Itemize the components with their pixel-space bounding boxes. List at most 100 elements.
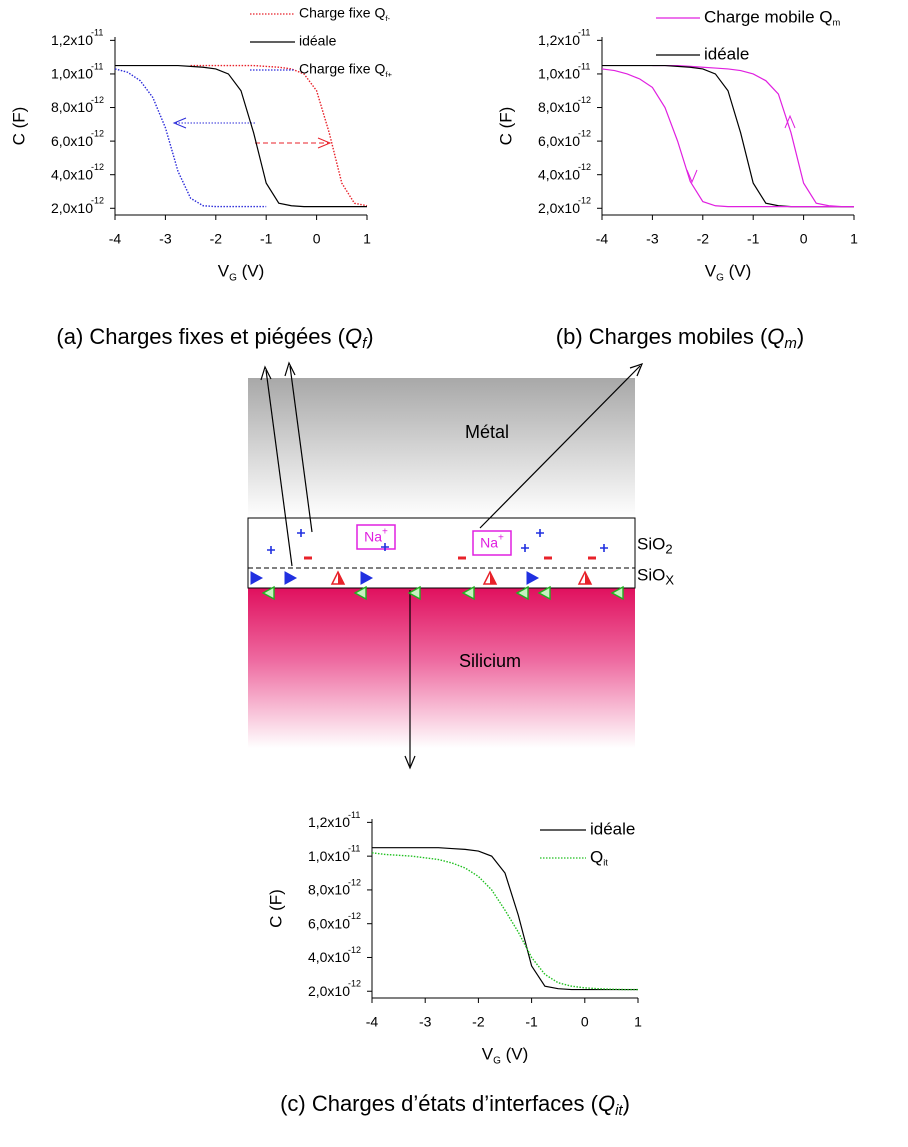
x-tick-label: -1: [747, 231, 760, 247]
y-tick-label: 4,0x10: [51, 166, 93, 182]
caption-sub: f: [362, 335, 368, 352]
series-line: [190, 64, 368, 207]
x-axis-label-sub: G: [716, 273, 724, 284]
y-tick-exponent: -12: [91, 196, 104, 206]
caption-symbol: Q: [767, 324, 784, 349]
legend-label: idéale: [704, 44, 749, 63]
positive-charge: [267, 546, 275, 554]
ion-box: [472, 530, 512, 556]
ion-label-sup: +: [382, 527, 388, 538]
x-tick-label: -2: [697, 231, 710, 247]
y-tick-exponent: -12: [348, 979, 361, 989]
legend-label: idéale: [590, 819, 635, 838]
y-axis-label: C (F): [9, 107, 28, 146]
ion-label: Na: [480, 535, 498, 551]
y-tick-exponent: -12: [91, 128, 104, 138]
trap-state-fill: [338, 572, 344, 584]
legend-label: Q: [590, 847, 603, 866]
x-tick-label: 1: [634, 1014, 642, 1030]
metal-label: Métal: [465, 422, 509, 442]
y-tick-exponent: -12: [578, 196, 591, 206]
legend-label: Charge mobile Q: [704, 7, 833, 26]
oxide-layer: [247, 517, 636, 589]
legend-label-sub: it: [603, 857, 608, 867]
metal-layer: [248, 378, 635, 518]
acceptor-state: [353, 585, 367, 601]
legend-label-sub: f-: [385, 14, 390, 23]
mos-diagram: [247, 361, 644, 770]
y-axis-label: C (F): [496, 107, 515, 146]
x-tick-label: -3: [646, 231, 659, 247]
x-tick-label: -4: [366, 1014, 379, 1030]
y-tick-exponent: -12: [578, 128, 591, 138]
acceptor-state: [537, 585, 551, 601]
y-tick-label: 1,2x10: [538, 32, 580, 48]
x-axis-label-sub: G: [229, 273, 237, 284]
caption-sub: it: [615, 1102, 623, 1119]
negative-charge: [588, 556, 596, 560]
x-axis-label: V: [482, 1044, 494, 1063]
y-tick-label: 8,0x10: [51, 99, 93, 115]
ion-box: [356, 524, 396, 550]
y-tick-label: 6,0x10: [51, 133, 93, 149]
y-tick-exponent: -11: [91, 28, 103, 38]
y-tick-label: 1,0x10: [308, 848, 350, 864]
y-tick-exponent: -12: [348, 911, 361, 921]
series-line: [114, 68, 267, 208]
ion-label: Na: [364, 529, 382, 545]
y-tick-label: 1,2x10: [308, 814, 350, 830]
x-tick-label: 0: [581, 1014, 589, 1030]
x-axis-label-unit: (V): [724, 261, 751, 280]
x-axis-label: V: [218, 261, 230, 280]
caption-close: ): [366, 324, 373, 349]
acceptor-state: [515, 585, 529, 601]
negative-charge: [458, 556, 466, 560]
caption: (b) Charges mobiles (: [556, 324, 768, 349]
y-tick-label: 2,0x10: [308, 983, 350, 999]
y-tick-exponent: -12: [578, 162, 591, 172]
legend-label-sub: f+: [385, 70, 392, 79]
y-tick-exponent: -12: [348, 945, 361, 955]
caption-symbol: Q: [345, 324, 362, 349]
silicon-label: Silicium: [459, 651, 521, 671]
y-tick-exponent: -11: [348, 810, 360, 820]
x-tick-label: -4: [596, 231, 609, 247]
series-line: [371, 852, 638, 991]
caption-symbol: Q: [598, 1091, 615, 1116]
oxide-label-sub: 2: [665, 541, 672, 556]
acceptor-state: [261, 585, 275, 601]
caption: (a) Charges fixes et piégées (: [56, 324, 345, 349]
y-tick-exponent: -11: [91, 61, 103, 71]
positive-charge: [521, 544, 529, 552]
donor-state: [360, 571, 374, 585]
legend-label-sub: m: [833, 17, 841, 27]
x-tick-label: 1: [850, 231, 858, 247]
x-axis-label-unit: (V): [501, 1044, 528, 1063]
donor-state: [250, 571, 264, 585]
caption-close: ): [623, 1091, 630, 1116]
ion-label-sup: +: [498, 533, 504, 544]
positive-charge: [381, 543, 389, 551]
caption-close: ): [797, 324, 804, 349]
x-axis-label-sub: G: [493, 1056, 501, 1067]
caption-sub: m: [784, 335, 797, 352]
y-tick-label: 4,0x10: [538, 166, 580, 182]
x-tick-label: -1: [525, 1014, 538, 1030]
series-line: [372, 847, 638, 991]
x-tick-label: 0: [313, 231, 321, 247]
negative-charge: [304, 556, 312, 560]
shift-arrows: [172, 114, 796, 184]
series-line: [115, 64, 367, 208]
positive-charge: [600, 544, 608, 552]
y-tick-label: 2,0x10: [538, 200, 580, 216]
donor-state: [284, 571, 298, 585]
y-tick-exponent: -12: [91, 95, 104, 105]
y-tick-exponent: -12: [91, 162, 104, 172]
silicon-layer: [248, 588, 635, 748]
y-tick-label: 8,0x10: [308, 882, 350, 898]
x-tick-label: -3: [419, 1014, 432, 1030]
y-tick-label: 6,0x10: [538, 133, 580, 149]
y-tick-exponent: -11: [348, 844, 360, 854]
x-tick-label: -2: [472, 1014, 485, 1030]
